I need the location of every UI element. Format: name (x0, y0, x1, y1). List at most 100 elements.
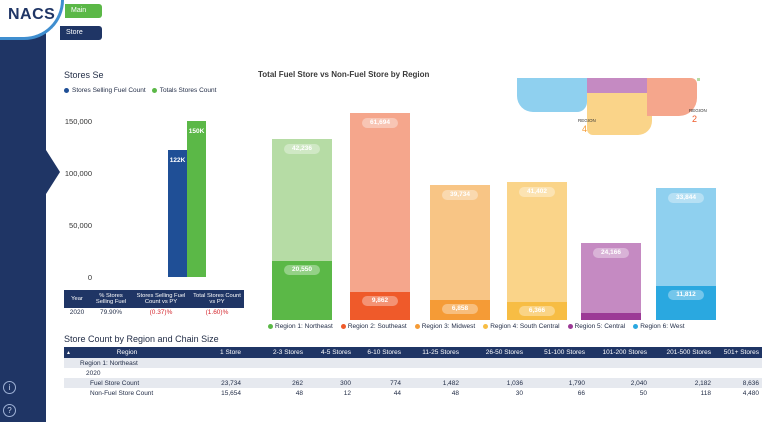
map-region-4-number: 4 (582, 124, 588, 134)
label-region-3-fuel: 6,858 (442, 304, 478, 315)
col-header-26-50-stores[interactable]: 26-50 Stores (485, 349, 523, 356)
bar-region-6-nonfuel[interactable] (656, 188, 716, 286)
legend-item-region-4[interactable]: Region 4: South Central (483, 323, 560, 330)
label-region-4-nonfuel: 41,402 (519, 187, 555, 197)
bar-region-1-fuel[interactable] (272, 260, 332, 320)
col-header-11-25-stores[interactable]: 11-25 Stores (422, 349, 459, 356)
table-year-row[interactable]: 2020 (64, 368, 762, 378)
table-cell: 48 (295, 389, 303, 397)
table-header-row: ▲ Region 1 Store 2-3 Stores 4-5 Stores 6… (64, 347, 762, 358)
legend-item-region-6[interactable]: Region 6: West (633, 323, 685, 330)
info-icon[interactable]: i (3, 381, 16, 394)
year-label: 2020 (86, 369, 101, 377)
table-cell: 118 (700, 389, 711, 397)
table-cell: 1,482 (442, 379, 459, 387)
region-legend: Region 1: Northeast Region 2: Southeast … (268, 323, 685, 330)
bar-region-5-nonfuel[interactable] (581, 242, 641, 313)
map-region-west[interactable] (517, 78, 587, 112)
table-cell: 1,036 (506, 379, 523, 387)
table-group-row[interactable]: Region 1: Northeast (64, 358, 762, 368)
kpi-pct-fuel: 79.90% (99, 309, 123, 316)
label-region-1-fuel: 20,550 (284, 264, 320, 275)
sort-caret-icon[interactable]: ▲ (66, 349, 71, 356)
label-region-1-nonfuel: 42,236 (284, 143, 320, 154)
legend-label-fuel: Stores Selling Fuel Count (72, 87, 146, 94)
table-cell: 1,790 (568, 379, 585, 387)
bar-region-1-nonfuel[interactable] (272, 138, 332, 261)
label-region-2-nonfuel: 61,694 (362, 118, 398, 129)
map-region-2-label: REGION (689, 108, 707, 113)
kpi-header-year: Year (71, 295, 83, 302)
col-header-6-10-stores[interactable]: 6-10 Stores (367, 349, 401, 356)
kpi-header-total-vs-py: Total Stores Count vs PY (193, 292, 241, 306)
col-header-501-plus-stores[interactable]: 501+ Stores (723, 349, 759, 356)
kpi-header-fuel-vs-py[interactable]: Stores Selling Fuel Count vs PY (136, 292, 186, 306)
table-cell: 66 (577, 389, 585, 397)
map-region-southeast[interactable] (647, 78, 697, 116)
left-chart-title: Stores Se (64, 70, 104, 80)
col-header-51-100-stores[interactable]: 51-100 Stores (544, 349, 585, 356)
legend-item-region-5[interactable]: Region 5: Central (567, 323, 626, 330)
kpi-year: 2020 (69, 309, 85, 316)
kpi-fuel-vs-py: (0.37)% (149, 309, 173, 316)
legend-item-region-3[interactable]: Region 3: Midwest (414, 323, 475, 330)
bar-region-3-nonfuel[interactable] (430, 185, 490, 301)
legend-label-region-5: Region 5: Central (574, 323, 626, 330)
table-cell: 12 (343, 389, 351, 397)
kpi-total-vs-py: (1.60)% (205, 309, 229, 316)
table-cell: 44 (393, 389, 401, 397)
bar-region-3-fuel[interactable] (430, 300, 490, 320)
col-header-1-store[interactable]: 1 Store (220, 349, 241, 356)
legend-dot-total (151, 88, 157, 93)
col-header-101-200-stores[interactable]: 101-200 Stores (602, 349, 647, 356)
nacs-logo: NACS (0, 0, 64, 40)
table-cell: 8,636 (742, 379, 759, 387)
bar-region-4-fuel[interactable] (507, 301, 567, 320)
nav-store-button[interactable]: Store (60, 26, 102, 40)
label-region-5-nonfuel: 24,166 (593, 247, 629, 258)
legend-item-region-2[interactable]: Region 2: Southeast (340, 323, 407, 330)
table-cell: 2,040 (630, 379, 647, 387)
table-cell: 4,480 (742, 389, 759, 397)
help-icon[interactable]: ? (3, 404, 16, 417)
side-rail (0, 0, 46, 422)
col-header-201-500-stores[interactable]: 201-500 Stores (666, 349, 711, 356)
info-icon-glyph: i (8, 383, 11, 392)
nav-main-button[interactable]: Main (65, 4, 102, 18)
bar-stores-selling-fuel[interactable] (168, 150, 187, 277)
map-region-northeast[interactable] (697, 78, 700, 81)
bar-region-5-fuel[interactable] (581, 312, 641, 320)
table-cell: 262 (292, 379, 303, 387)
table-cell: 774 (390, 379, 401, 387)
col-header-2-3-stores[interactable]: 2-3 Stores (273, 349, 303, 356)
bar-label-fuel: 122K (169, 157, 186, 165)
y-tick-100000: 100,000 (64, 169, 92, 178)
bar-region-2-nonfuel[interactable] (350, 113, 410, 292)
logo-text: NACS (8, 6, 56, 23)
y-tick-0: 0 (87, 273, 92, 282)
legend-label-region-6: Region 6: West (640, 323, 685, 330)
bar-region-4-nonfuel[interactable] (507, 182, 567, 302)
legend-label-total: Totals Stores Count (159, 87, 217, 94)
rail-collapse-arrow[interactable] (46, 150, 60, 194)
col-header-4-5-stores[interactable]: 4-5 Stores (321, 349, 351, 356)
legend-label-region-4: Region 4: South Central (490, 323, 560, 330)
row-label-fuel: Fuel Store Count (90, 379, 140, 387)
legend-label-region-1: Region 1: Northeast (275, 323, 333, 330)
table-cell: 50 (639, 389, 647, 397)
kpi-values: 2020 79.90% (0.37)% (1.60)% (64, 309, 244, 319)
table-cell: 48 (451, 389, 459, 397)
map-region-south-central[interactable] (587, 93, 652, 135)
legend-item-region-1[interactable]: Region 1: Northeast (268, 323, 333, 330)
bar-total-stores[interactable] (187, 121, 206, 277)
y-tick-50000: 50,000 (69, 221, 92, 230)
kpi-header: Year % Stores Selling Fuel Stores Sellin… (64, 290, 244, 308)
label-region-6-fuel: 11,812 (668, 289, 704, 300)
bar-region-2-fuel[interactable] (350, 291, 410, 320)
region-chart-title: Total Fuel Store vs Non-Fuel Store by Re… (258, 70, 430, 79)
bar-region-6-fuel[interactable] (656, 285, 716, 320)
kpi-header-pct-fuel: % Stores Selling Fuel (95, 292, 127, 306)
col-header-region[interactable]: Region (116, 349, 138, 356)
left-chart-legend: Stores Selling Fuel Count Totals Stores … (64, 87, 216, 94)
group-label: Region 1: Northeast (80, 359, 138, 367)
